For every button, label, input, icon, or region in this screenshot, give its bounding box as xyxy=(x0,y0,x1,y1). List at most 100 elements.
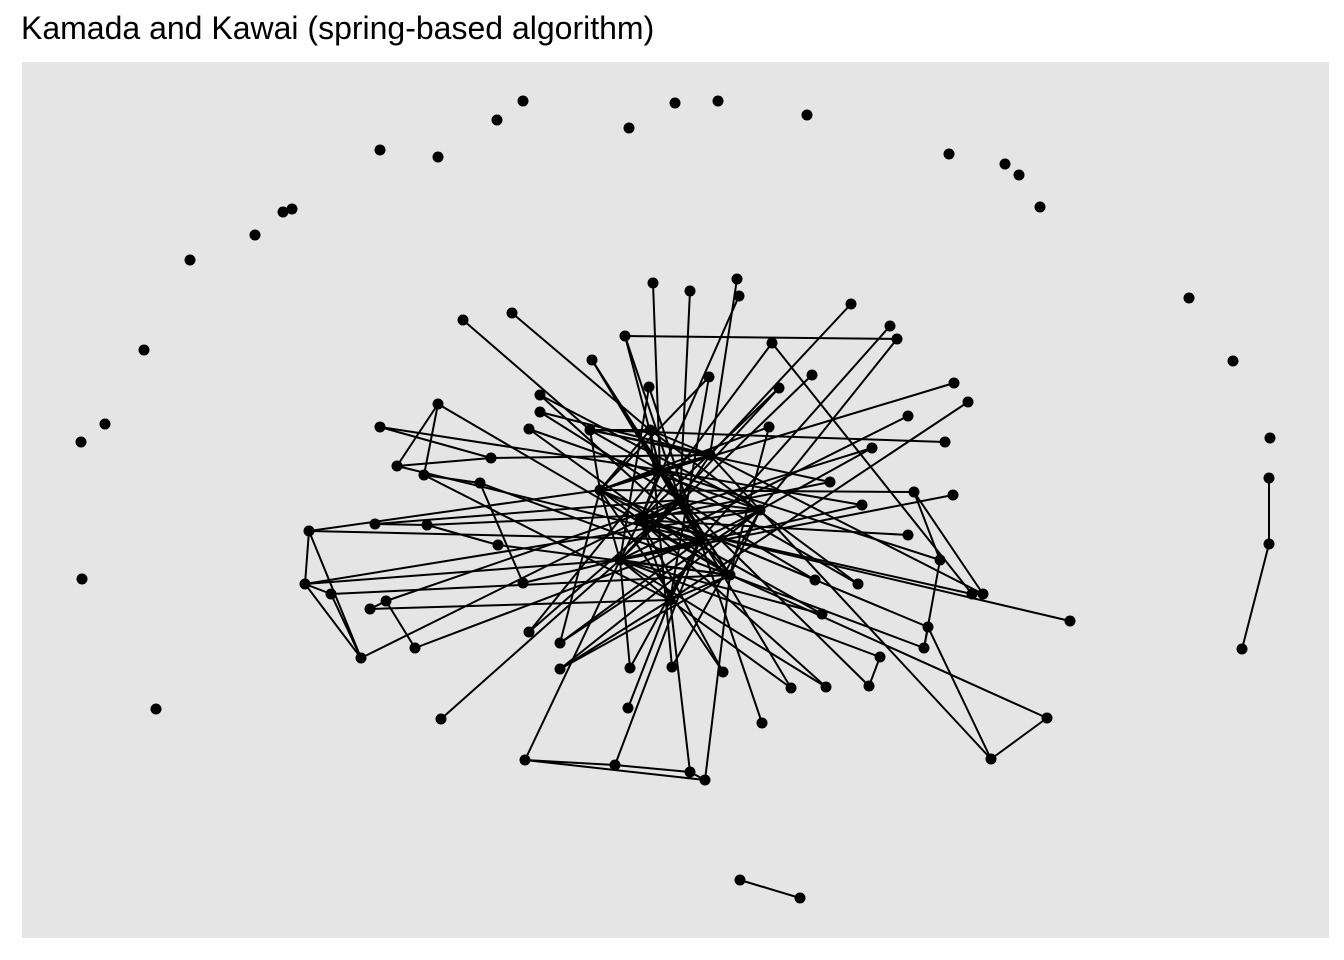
chart-title: Kamada and Kawai (spring-based algorithm… xyxy=(21,10,655,46)
graph-edge xyxy=(699,509,761,541)
graph-node xyxy=(1236,643,1248,655)
graph-edge xyxy=(699,539,763,724)
graph-edge xyxy=(559,509,761,644)
graph-node xyxy=(623,122,635,134)
graph-node xyxy=(809,574,821,586)
graph-edge xyxy=(639,469,661,521)
graph-edge xyxy=(669,574,731,601)
graph-node xyxy=(1041,712,1053,724)
graph-edge xyxy=(511,312,651,431)
graph-edge xyxy=(639,519,731,576)
graph-edge xyxy=(559,489,601,644)
graph-node xyxy=(966,588,978,600)
graph-node xyxy=(534,406,546,418)
graph-node xyxy=(523,626,535,638)
graph-node xyxy=(824,476,836,488)
graph-edge xyxy=(669,599,691,773)
graph-node xyxy=(806,369,818,381)
graph-node xyxy=(418,469,430,481)
graph-node xyxy=(643,381,655,393)
graph-node xyxy=(674,494,686,506)
graph-edge xyxy=(304,559,621,585)
graph-node xyxy=(622,702,634,714)
graph-node xyxy=(355,652,367,664)
graph-node xyxy=(902,529,914,541)
graph-node xyxy=(684,766,696,778)
graph-node xyxy=(756,717,768,729)
graph-node xyxy=(891,333,903,345)
graph-node xyxy=(435,713,447,725)
graph-edge xyxy=(528,499,681,633)
graph-edge xyxy=(619,559,827,688)
graph-node xyxy=(485,452,497,464)
graph-node xyxy=(492,539,504,551)
graph-edge xyxy=(659,469,941,561)
graph-node xyxy=(947,489,959,501)
graph-node xyxy=(948,377,960,389)
graph-node xyxy=(654,464,666,476)
graph-edge xyxy=(729,574,1048,719)
graph-node xyxy=(943,148,955,160)
graph-edge xyxy=(679,499,870,687)
graph-node xyxy=(491,114,503,126)
graph-node xyxy=(184,254,196,266)
graph-node xyxy=(391,460,403,472)
graph-edge xyxy=(639,499,681,521)
graph-node xyxy=(584,424,596,436)
graph-edge xyxy=(619,386,650,561)
graph-edge xyxy=(639,447,873,521)
edge-layer xyxy=(304,278,1270,899)
graph-node xyxy=(474,477,486,489)
graph-node xyxy=(1064,615,1076,627)
graph-node xyxy=(684,285,696,297)
graph-edge xyxy=(589,429,601,491)
graph-edge xyxy=(599,426,770,491)
graph-edge xyxy=(649,429,661,471)
graph-node xyxy=(277,206,289,218)
graph-node xyxy=(733,290,745,302)
graph-edge xyxy=(704,574,731,781)
graph-edge xyxy=(759,447,873,511)
graph-node xyxy=(1263,472,1275,484)
graph-node xyxy=(380,595,392,607)
graph-node xyxy=(325,588,337,600)
graph-node xyxy=(1183,292,1195,304)
graph-node xyxy=(75,436,87,448)
graph-node xyxy=(303,525,315,537)
graph-node xyxy=(374,421,386,433)
graph-edge xyxy=(559,574,731,670)
graph-edge xyxy=(619,519,641,561)
graph-edge xyxy=(679,499,761,511)
graph-edge xyxy=(759,338,898,511)
graph-edge xyxy=(528,428,761,511)
graph-node xyxy=(962,396,974,408)
graph-edge xyxy=(385,499,681,602)
graph-edge xyxy=(759,509,992,760)
graph-node xyxy=(717,666,729,678)
graph-edge xyxy=(669,599,792,689)
graph-edge xyxy=(927,626,992,760)
graph-node xyxy=(999,158,1011,170)
graph-edge xyxy=(648,386,701,541)
graph-edge xyxy=(599,489,621,561)
graph-edge xyxy=(649,429,711,456)
graph-node xyxy=(801,109,813,121)
graph-edge xyxy=(304,530,310,585)
graph-edge xyxy=(990,717,1048,760)
graph-edge xyxy=(330,593,362,659)
graph-node xyxy=(704,449,716,461)
graph-node xyxy=(866,442,878,454)
graph-edge xyxy=(589,429,859,585)
graph-node xyxy=(939,436,951,448)
graph-node xyxy=(369,518,381,530)
graph-node xyxy=(1227,355,1239,367)
graph-node xyxy=(922,621,934,633)
graph-edge xyxy=(619,499,681,561)
graph-node xyxy=(908,486,920,498)
graph-edge xyxy=(619,559,631,669)
graph-edge xyxy=(729,509,761,576)
graph-edge xyxy=(589,429,711,456)
graph-node xyxy=(138,344,150,356)
graph-node xyxy=(644,424,656,436)
graph-node xyxy=(286,203,298,215)
